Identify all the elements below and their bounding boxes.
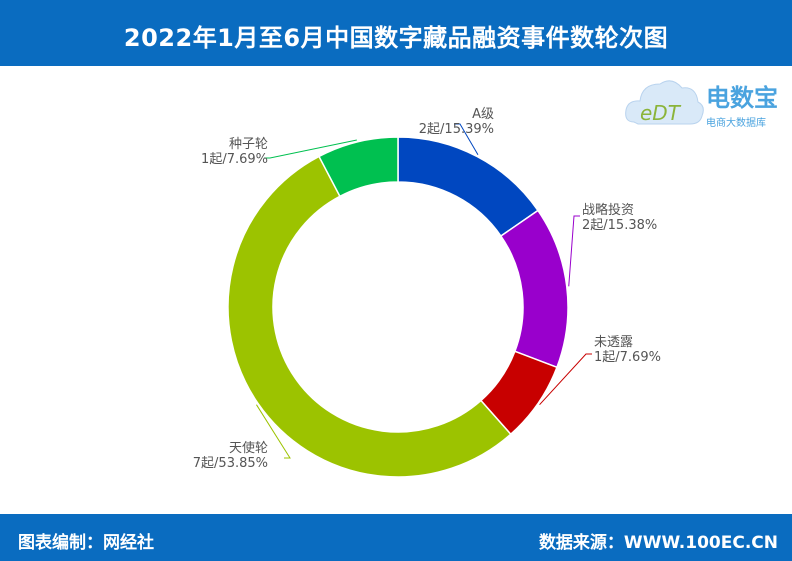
title-band: 2022年1月至6月中国数字藏品融资事件数轮次图 — [0, 0, 792, 66]
leader-line-1 — [454, 123, 479, 155]
slice-value-1: 2起/15.39% — [419, 122, 494, 137]
donut-chart: A级2起/15.39%战略投资2起/15.38%未透露1起/7.69%天使轮7起… — [193, 107, 661, 478]
footer-credit: 图表编制：网经社 — [18, 533, 154, 553]
slice-label-4: 天使轮 — [229, 440, 268, 456]
slice-value-2: 2起/15.38% — [582, 218, 657, 233]
slice-4 — [227, 155, 512, 478]
leader-line-4 — [256, 404, 291, 459]
logo-tagline: 电商大数据库 — [706, 116, 766, 129]
leader-line-2 — [568, 215, 580, 287]
slice-value-4: 7起/53.85% — [193, 456, 268, 471]
slice-label-3: 未透露 — [594, 335, 633, 350]
leader-line-3 — [539, 353, 592, 406]
slice-value-3: 1起/7.69% — [594, 350, 661, 365]
logo-brand: 电数宝 — [706, 84, 778, 112]
slice-value-5: 1起/7.69% — [201, 152, 268, 167]
leader-line-5 — [264, 139, 357, 159]
footer-source: 数据来源：WWW.100EC.CN — [538, 533, 778, 553]
footer-band: 图表编制：网经社 数据来源：WWW.100EC.CN — [0, 514, 792, 561]
slice-label-5: 种子轮 — [229, 137, 268, 152]
slice-label-2: 战略投资 — [582, 202, 634, 218]
slice-1 — [397, 136, 539, 238]
logo: eDT 电数宝 电商大数据库 — [625, 80, 778, 129]
logo-mark: eDT — [640, 101, 682, 125]
cloud-logo-icon: eDT — [625, 80, 704, 125]
slice-label-1: A级 — [472, 107, 494, 122]
slice-2 — [499, 209, 569, 369]
slice-5 — [318, 136, 399, 198]
chart-title: 2022年1月至6月中国数字藏品融资事件数轮次图 — [123, 24, 669, 52]
